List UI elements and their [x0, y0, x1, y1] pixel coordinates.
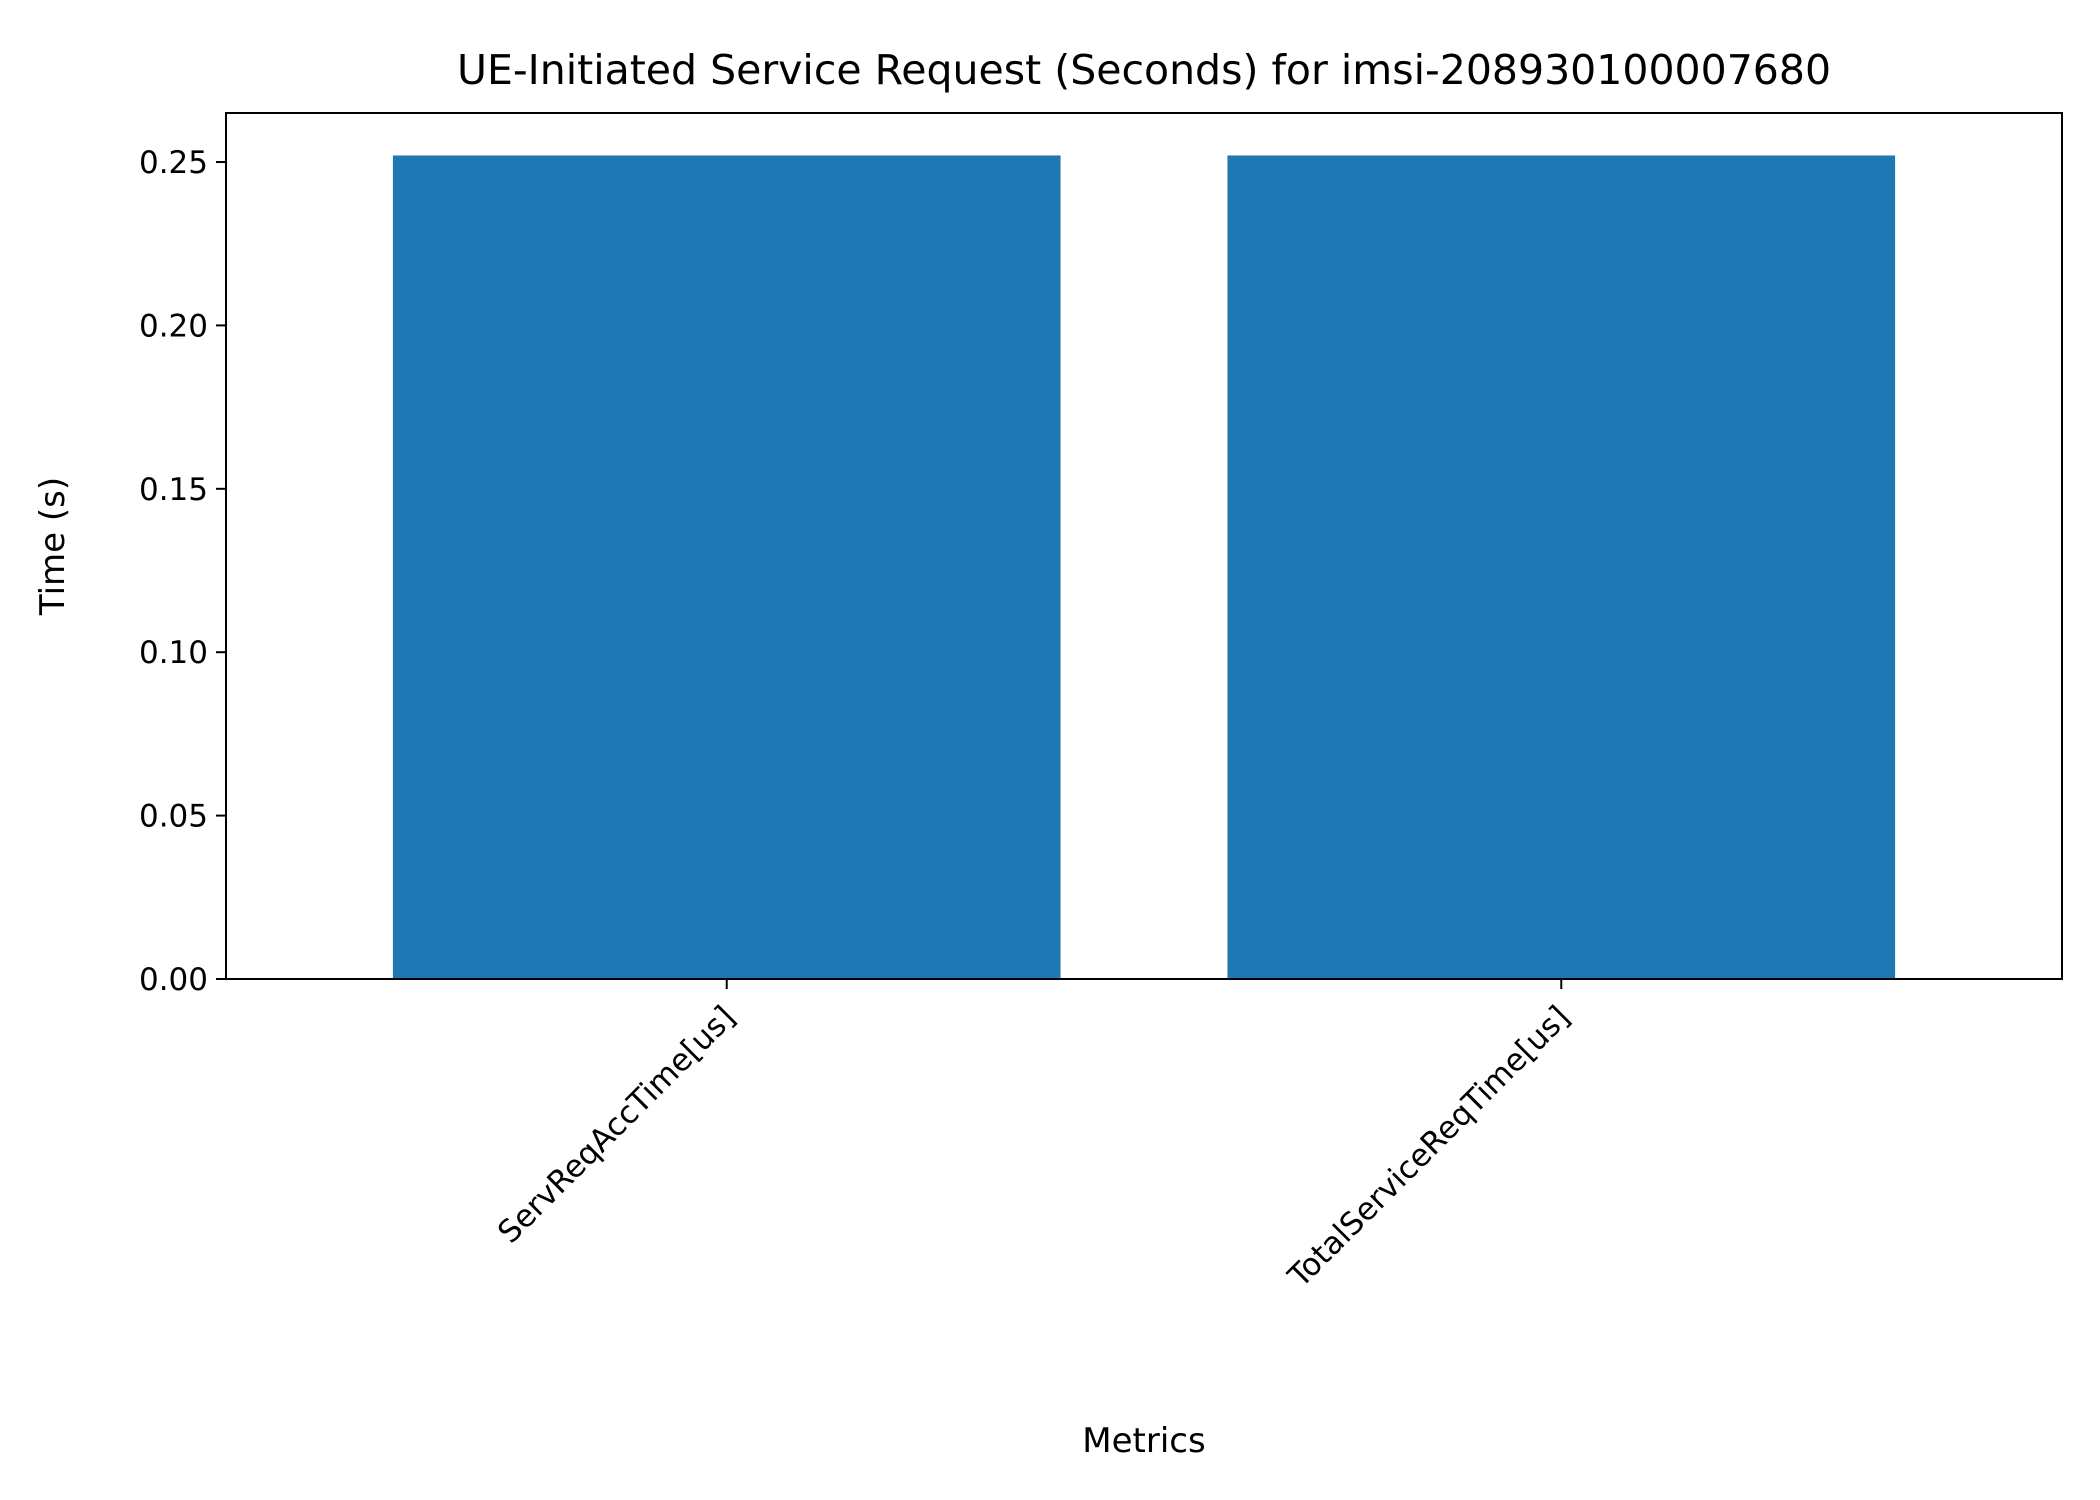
x-axis-label: Metrics — [1082, 1421, 1205, 1461]
chart-title: UE-Initiated Service Request (Seconds) f… — [457, 46, 1831, 94]
y-tick-label: 0.10 — [139, 635, 208, 671]
y-tick-label: 0.15 — [139, 472, 208, 508]
bar-1 — [1227, 155, 1895, 979]
y-tick-label: 0.20 — [139, 308, 208, 344]
y-tick-label: 0.00 — [139, 962, 208, 998]
y-tick-label: 0.05 — [139, 799, 208, 835]
bar-0 — [393, 155, 1061, 979]
y-tick-label: 0.25 — [139, 145, 208, 181]
y-axis-label: Time (s) — [33, 477, 73, 616]
